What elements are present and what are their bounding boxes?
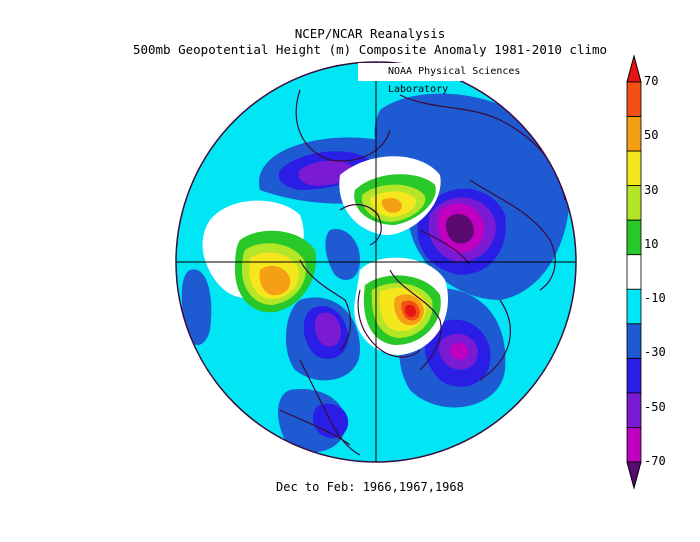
- colorbar-bin: [626, 357, 642, 394]
- colorbar-bin: [626, 427, 642, 463]
- colorbar-bin: [626, 323, 642, 359]
- colorbar-tick-label: -50: [644, 399, 666, 414]
- title-line-1: NCEP/NCAR Reanalysis: [294, 26, 446, 41]
- colorbar-tick-label: 10: [644, 236, 659, 251]
- colorbar-bin: [626, 116, 642, 152]
- colorbar-bin: [626, 185, 642, 221]
- credit-label: NOAA Physical Sciences Laboratory: [358, 63, 573, 95]
- colorbar-bin: [626, 288, 642, 325]
- colorbar-tick-label: 30: [644, 182, 659, 197]
- map-boundary: [175, 61, 577, 463]
- colorbar-bin: [626, 219, 642, 256]
- title-line-2: 500mb Geopotential Height (m) Composite …: [132, 42, 608, 57]
- colorbar-tick-label: -10: [644, 291, 666, 306]
- colorbar-bin: [626, 81, 642, 117]
- colorbar-tick-label: -70: [644, 454, 666, 468]
- colorbar-bottom-arrow: [626, 461, 642, 490]
- period-label: Dec to Feb: 1966,1967,1968: [276, 480, 464, 494]
- colorbar-tick-label: -30: [644, 345, 666, 360]
- colorbar-bin: [626, 254, 642, 290]
- colorbar-tick-label: 70: [644, 74, 659, 88]
- colorbar-top-arrow: [626, 54, 642, 83]
- colorbar-bin: [626, 392, 642, 428]
- colorbar-tick-label: 50: [644, 128, 659, 143]
- colorbar-bin: [626, 150, 642, 187]
